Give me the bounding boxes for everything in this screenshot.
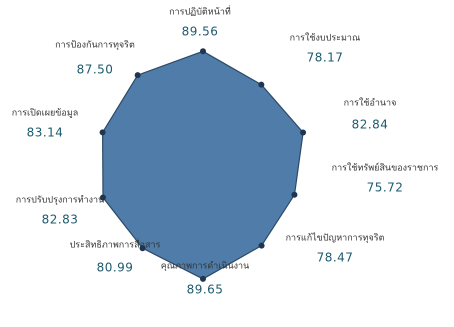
vertex xyxy=(258,81,265,88)
axis-label: การป้องกันการทุจริต xyxy=(55,40,135,51)
value-label: 78.47 xyxy=(317,251,354,265)
axis-label: การเปิดเผยข้อมูล xyxy=(12,108,79,119)
vertex xyxy=(99,194,106,201)
axis-label: ประสิทธิภาพการสื่อสาร xyxy=(70,238,161,251)
value-label: 82.84 xyxy=(352,118,389,132)
axis-label: การใช้อำนาจ xyxy=(344,98,397,109)
value-label: 75.72 xyxy=(367,181,404,195)
vertex xyxy=(139,245,146,252)
axis-label: การปรับปรุงการทำงาน xyxy=(16,195,104,206)
axis-label: การปฏิบัติหน้าที่ xyxy=(169,5,231,18)
value-label: 78.17 xyxy=(307,51,344,65)
vertex xyxy=(200,275,206,282)
value-label: 83.14 xyxy=(27,126,64,140)
value-label: 89.65 xyxy=(187,283,224,297)
value-label: 87.50 xyxy=(77,63,114,77)
vertex xyxy=(300,129,307,136)
axis-label: การแก้ไขปัญหาการทุจริต xyxy=(286,233,385,244)
vertex xyxy=(291,191,298,198)
value-label: 82.83 xyxy=(42,213,79,227)
vertex xyxy=(99,129,106,136)
vertex xyxy=(200,48,206,55)
vertex xyxy=(258,242,265,249)
value-label: 80.99 xyxy=(97,261,134,275)
axis-label: การใช้งบประมาณ xyxy=(290,33,361,44)
vertex xyxy=(134,72,141,79)
value-label: 89.56 xyxy=(182,25,219,39)
axis-label: คุณภาพการดำเนินงาน xyxy=(161,261,250,272)
axis-label: การใช้ทรัพย์สินของราชการ xyxy=(332,162,439,174)
